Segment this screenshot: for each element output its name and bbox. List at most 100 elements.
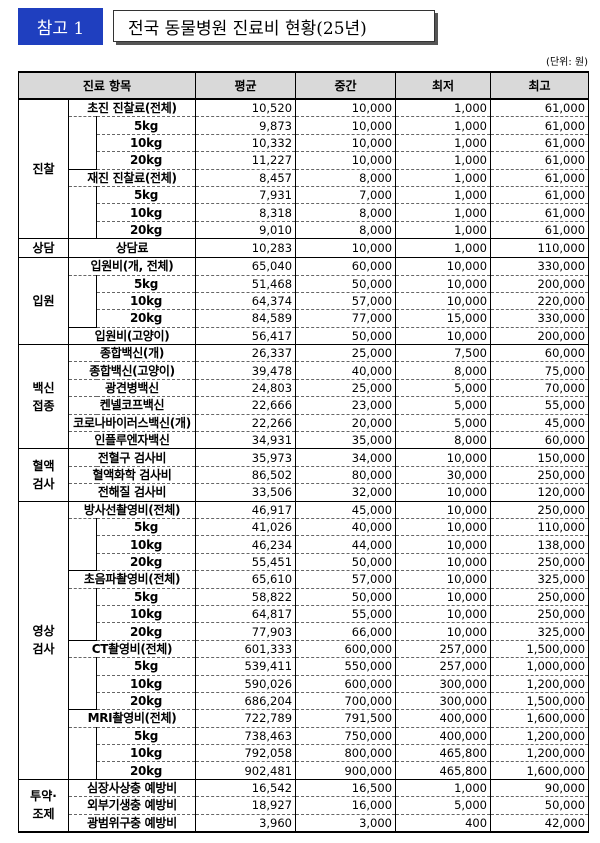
value-cell: 7,500	[395, 344, 492, 363]
item-label: 외부기생충 예방비	[67, 796, 197, 815]
table-row: 입원비(고양이) 56,417 50,000 10,000 200,000	[19, 327, 590, 346]
value-cell: 1,600,000	[490, 709, 590, 728]
value-cell: 200,000	[490, 275, 590, 293]
indent-cell	[68, 588, 97, 641]
value-cell: 75,000	[490, 361, 590, 380]
value-cell: 64,374	[195, 292, 297, 311]
value-cell: 10,000	[395, 605, 492, 624]
value-cell: 800,000	[295, 744, 397, 763]
value-cell: 1,000	[395, 221, 492, 240]
value-cell: 7,931	[195, 186, 297, 205]
sub-item-label: 10kg	[95, 292, 197, 311]
value-cell: 10,000	[395, 622, 492, 641]
value-cell: 9,010	[195, 221, 297, 240]
value-cell: 90,000	[490, 779, 590, 798]
table-row: CT촬영비(전체) 601,333 600,000 257,000 1,500,000	[19, 640, 590, 659]
value-cell: 10,000	[295, 151, 397, 170]
group-label-line: 접종	[32, 398, 55, 413]
value-cell: 1,000	[395, 186, 492, 205]
table-row: 입원 입원비(개, 전체) 65,040 60,000 10,000 330,000	[18, 257, 590, 346]
sub-item-label: 5kg	[95, 657, 197, 676]
sub-item-label: 5kg	[95, 588, 197, 606]
value-cell: 55,000	[490, 396, 590, 415]
unit-note: (단위: 원)	[546, 57, 588, 68]
value-cell: 400	[395, 814, 492, 833]
sub-item-label: 10kg	[95, 675, 197, 693]
value-cell: 250,000	[490, 501, 590, 519]
value-cell: 84,589	[195, 309, 297, 328]
sub-item-label: 20kg	[95, 151, 197, 170]
value-cell: 8,000	[295, 203, 397, 222]
table-row: 5kg 58,822 50,000 10,000 250,000	[19, 588, 590, 641]
table-row: 투약· 조제 심장사상충 예방비 16,542 16,500 1,000 90,000	[18, 779, 590, 833]
value-cell: 10,000	[395, 292, 492, 311]
group-label-line: 입원	[32, 294, 55, 309]
value-cell: 65,610	[195, 570, 297, 589]
table-row: 10kg 792,058 800,000 465,800 1,200,000	[19, 744, 590, 763]
fee-table: 진료 항목 평균 중간 최저 최고 진찰 초진 진찰료(전체) 10,520 10,000 1,…	[17, 71, 590, 834]
group-label-line: 상담	[32, 241, 55, 256]
value-cell: 330,000	[490, 309, 590, 328]
value-cell: 400,000	[395, 709, 492, 728]
value-cell: 34,000	[295, 448, 397, 467]
value-cell: 57,000	[295, 292, 397, 311]
value-cell: 300,000	[395, 675, 492, 693]
indent-cell	[68, 657, 97, 711]
value-cell: 8,000	[395, 361, 492, 380]
value-cell: 750,000	[295, 727, 397, 746]
item-label: 재진 진찰료(전체)	[67, 169, 197, 187]
value-cell: 42,000	[490, 814, 590, 833]
table-row: 혈액화학 검사비 86,502 80,000 30,000 250,000	[19, 466, 590, 485]
table-row: 10kg 10,332 10,000 1,000 61,000	[19, 134, 590, 153]
sub-item-label: 5kg	[95, 116, 197, 135]
value-cell: 250,000	[490, 466, 590, 485]
value-cell: 8,457	[195, 169, 297, 187]
value-cell: 35,973	[195, 448, 297, 467]
group-label-line: 진찰	[32, 162, 55, 177]
value-cell: 600,000	[295, 675, 397, 693]
value-cell: 150,000	[490, 448, 590, 467]
value-cell: 22,266	[195, 414, 297, 433]
item-label: 켄넬코프백신	[67, 396, 197, 415]
value-cell: 61,000	[490, 186, 590, 205]
value-cell: 66,000	[295, 622, 397, 641]
value-cell: 60,000	[490, 431, 590, 450]
item-label: MRI촬영비(전체)	[67, 709, 197, 728]
value-cell: 200,000	[490, 327, 590, 346]
value-cell: 22,666	[195, 396, 297, 415]
sub-item-label: 10kg	[95, 203, 197, 222]
sub-item-label: 5kg	[95, 727, 197, 746]
indent-cell	[68, 518, 97, 572]
value-cell: 50,000	[295, 553, 397, 572]
sub-item-label: 20kg	[95, 553, 197, 572]
item-label: 입원비(고양이)	[67, 327, 197, 346]
value-cell: 10,283	[195, 238, 297, 259]
group-label: 영상 검사	[18, 501, 69, 780]
value-cell: 55,451	[195, 553, 297, 572]
group-label: 입원	[18, 257, 69, 346]
value-cell: 700,000	[295, 692, 397, 711]
value-cell: 8,000	[295, 169, 397, 187]
table-row: MRI촬영비(전체) 722,789 791,500 400,000 1,600,000	[19, 709, 590, 728]
table-row: 광범위구충 예방비 3,960 3,000 400 42,000	[19, 814, 590, 833]
value-cell: 590,026	[195, 675, 297, 693]
indent-cell	[68, 727, 97, 780]
table-row: 5kg 41,026 40,000 10,000 110,000	[19, 518, 590, 572]
value-cell: 791,500	[295, 709, 397, 728]
table-row: 5kg 51,468 50,000 10,000 200,000	[19, 275, 590, 328]
value-cell: 15,000	[395, 309, 492, 328]
table-row: 전해질 검사비 33,506 32,000 10,000 120,000	[19, 483, 590, 502]
value-cell: 10,000	[395, 483, 492, 502]
table-row: 20kg 77,903 66,000 10,000 325,000	[19, 622, 590, 641]
table-row: 20kg 84,589 77,000 15,000 330,000	[19, 309, 590, 328]
value-cell: 24,803	[195, 379, 297, 398]
value-cell: 77,903	[195, 622, 297, 641]
value-cell: 61,000	[490, 203, 590, 222]
sub-item-label: 5kg	[95, 275, 197, 293]
value-cell: 1,000	[395, 203, 492, 222]
value-cell: 55,000	[295, 605, 397, 624]
value-cell: 80,000	[295, 466, 397, 485]
value-cell: 16,000	[295, 796, 397, 815]
value-cell: 61,000	[490, 116, 590, 135]
group-label: 상담	[18, 238, 69, 259]
